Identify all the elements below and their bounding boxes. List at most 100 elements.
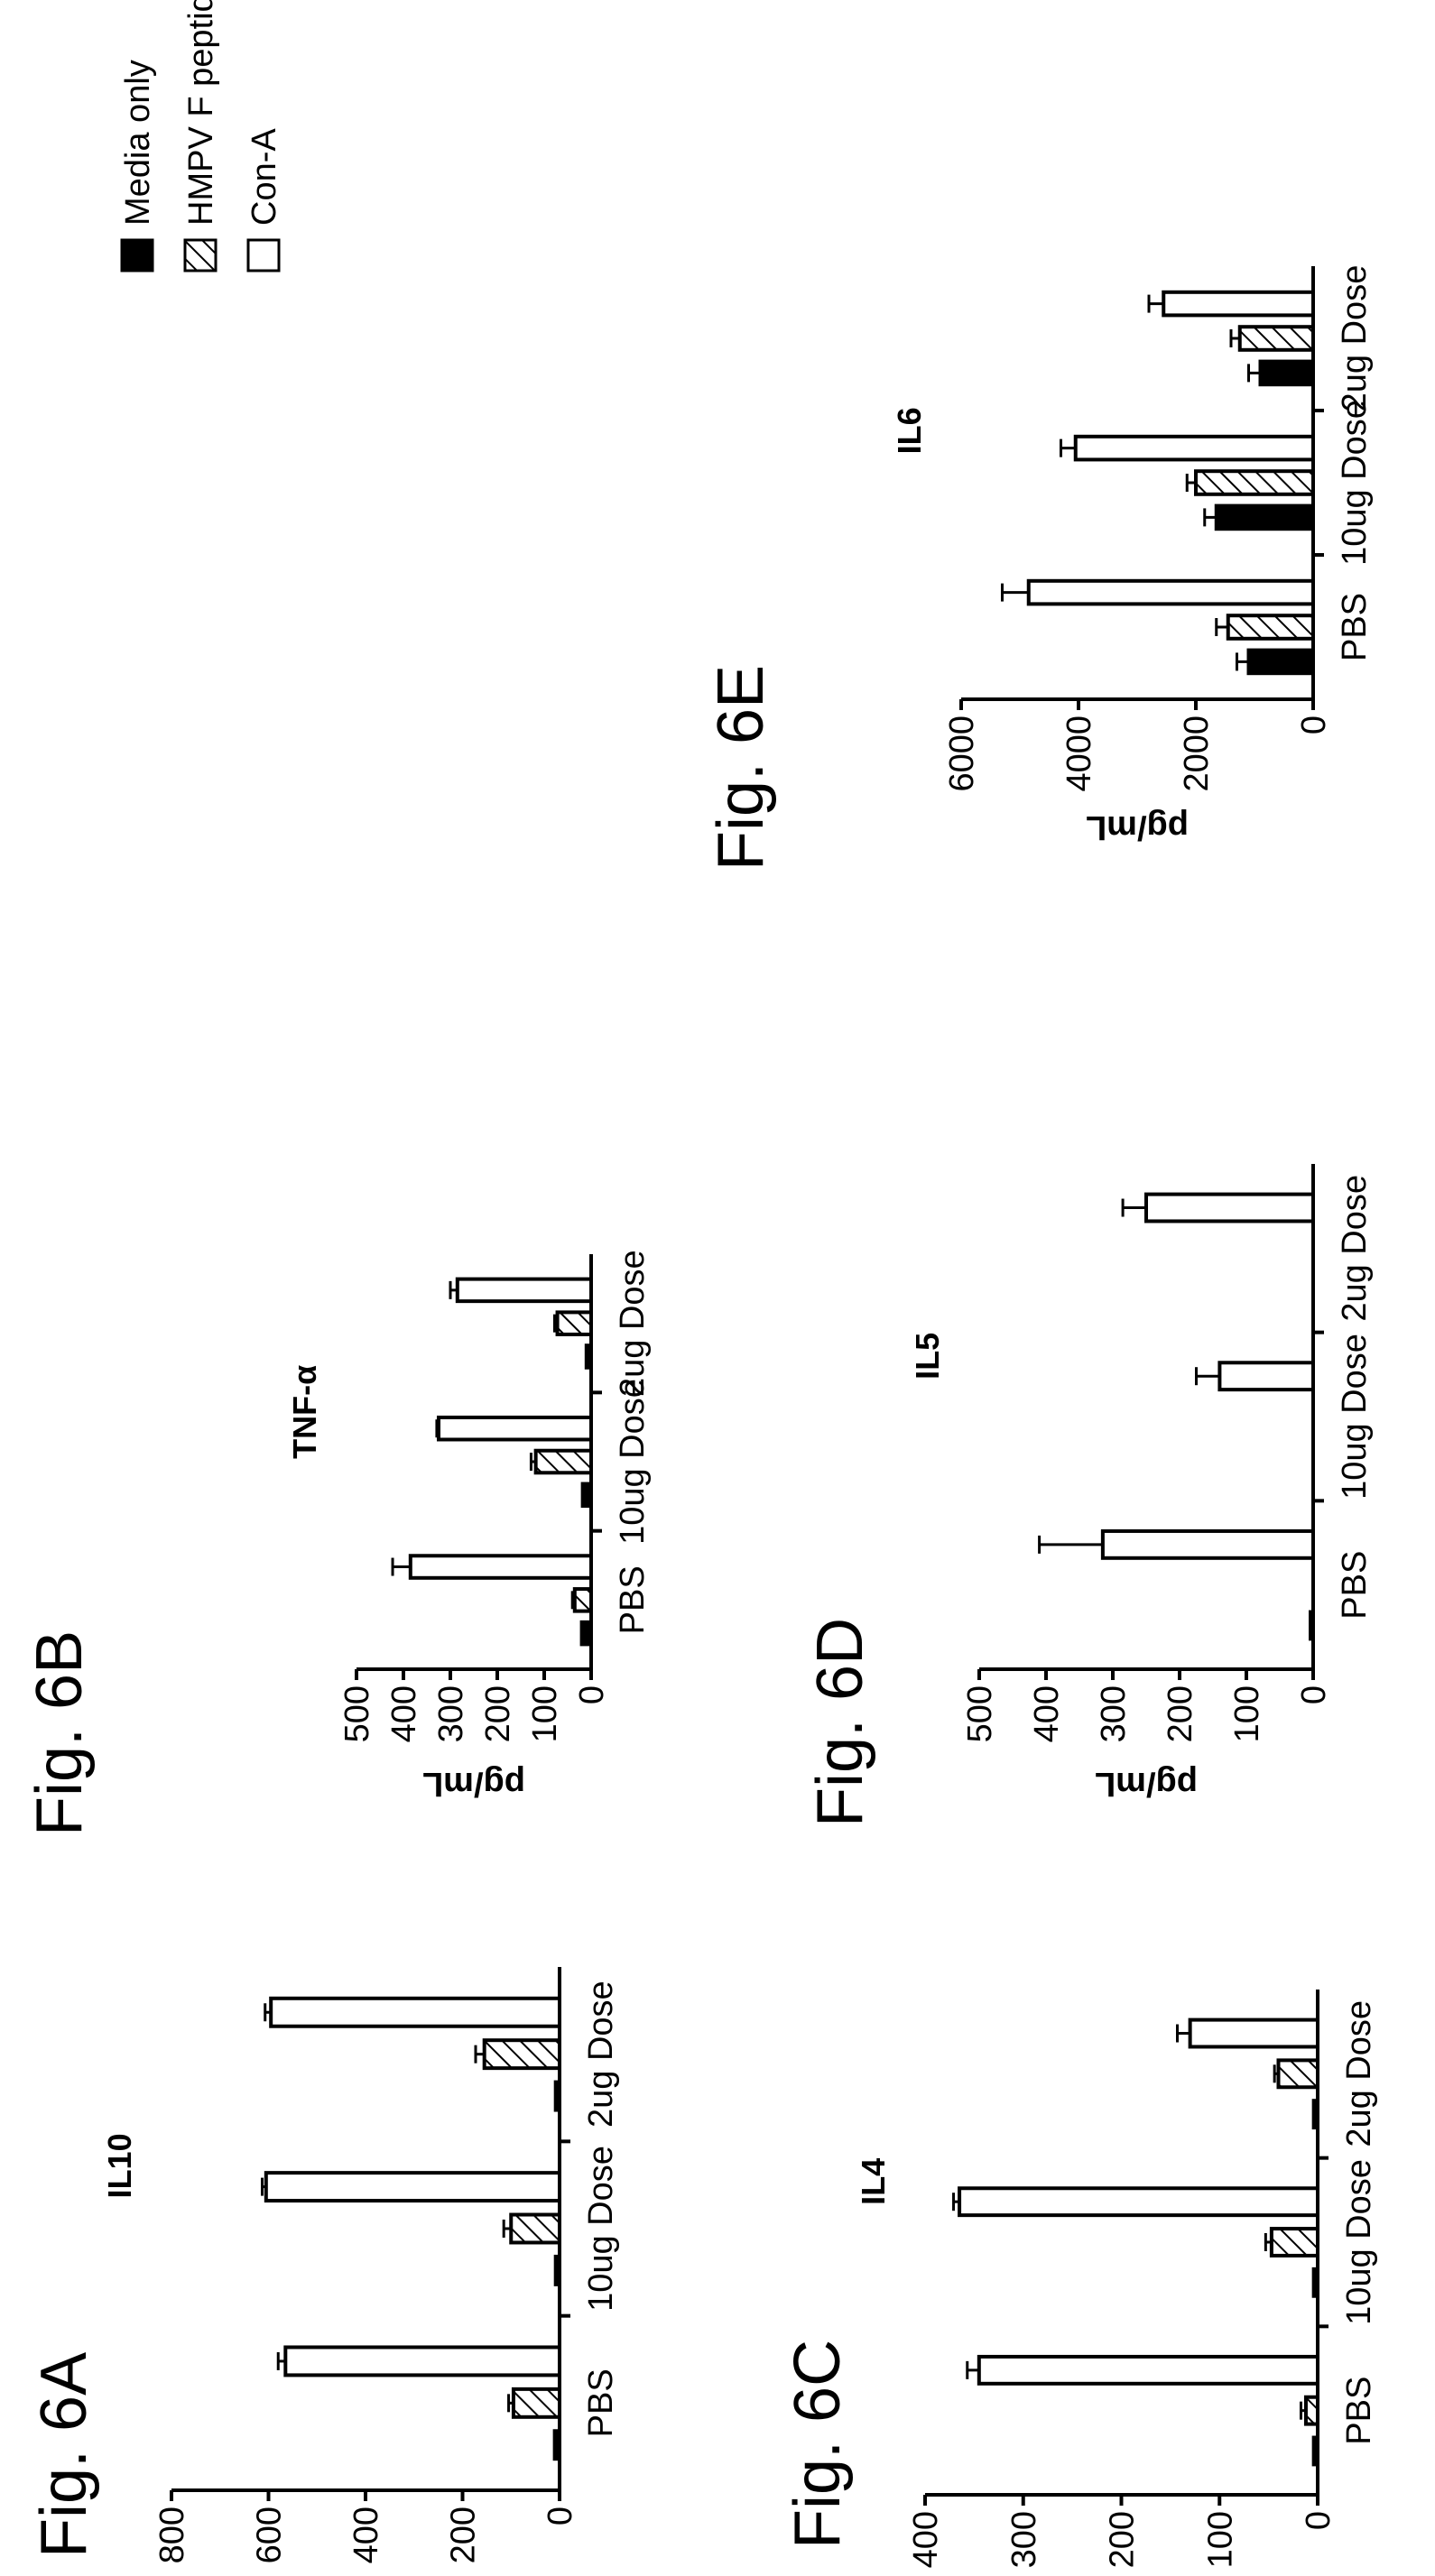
bar-hmpv-f-peptide-pool-1 (1269, 2227, 1319, 2257)
y-axis-label: pg/mL (1095, 1765, 1198, 1803)
bar-hmpv-f-peptide-pool-0 (572, 1587, 593, 1613)
x-category-label: PBS (1340, 2377, 1378, 2445)
bar-con-a-2 (1144, 1192, 1315, 1223)
x-category-label: PBS (1336, 1551, 1374, 1620)
bar-hmpv-f-peptide-pool-2 (555, 1310, 593, 1336)
bar-con-a-0 (977, 2354, 1319, 2386)
x-category-label: 2ug Dose (582, 1980, 620, 2128)
bar-hmpv-f-peptide-pool-2 (1237, 325, 1315, 352)
bar-con-a-0 (408, 1554, 593, 1580)
chart-title: TNF-α (286, 1365, 323, 1459)
bar-con-a-1 (1073, 434, 1315, 462)
y-axis-label: pg/mL (1086, 808, 1189, 846)
x-category-label: 10ug Dose (1340, 2159, 1378, 2325)
legend-swatch-con-a (246, 238, 281, 272)
y-tick-label: 200 (445, 2507, 483, 2563)
bar-media-only-2 (1258, 359, 1315, 387)
y-tick-label: 600 (251, 2507, 289, 2563)
y-tick-label: 100 (1228, 1685, 1266, 1742)
bar-con-a-1 (437, 1415, 593, 1442)
chart-6E: Fig. 6E 0 2000 4000 6000 pg/mL PBS 10ug Dose2ug… (705, 265, 1374, 871)
bar-con-a-1 (264, 2171, 561, 2203)
bar-con-a-2 (1162, 290, 1315, 318)
bar-hmpv-f-peptide-pool-1 (509, 2212, 561, 2245)
bar-con-a-0 (1100, 1528, 1316, 1560)
y-tick-label: 6000 (943, 716, 981, 792)
y-tick-label: 0 (1295, 716, 1333, 734)
x-category-label: 10ug Dose (1336, 1334, 1374, 1500)
y-tick-label: 200 (479, 1685, 517, 1742)
chart-title: IL5 (909, 1333, 946, 1380)
bar-hmpv-f-peptide-pool-1 (533, 1448, 594, 1475)
figure-label: Fig. 6C (782, 2340, 854, 2549)
y-tick-label: 300 (1095, 1685, 1133, 1742)
y-tick-label: 500 (338, 1685, 376, 1742)
bar-con-a-2 (1188, 2017, 1319, 2049)
x-category-label: 2ug Dose (1336, 265, 1374, 412)
bar-hmpv-f-peptide-pool-0 (511, 2387, 561, 2419)
x-category-label: 2ug Dose (1340, 2000, 1378, 2147)
bar-con-a-0 (283, 2345, 561, 2377)
x-category-label: 10ug Dose (582, 2146, 620, 2312)
y-tick-label: 500 (961, 1685, 999, 1742)
y-tick-label: 300 (1005, 2511, 1043, 2568)
bar-media-only-1 (553, 2254, 562, 2286)
y-tick-label: 400 (347, 2507, 385, 2563)
y-tick-label: 2000 (1178, 716, 1216, 792)
bar-media-only-1 (1214, 503, 1315, 531)
y-tick-label: 300 (432, 1685, 470, 1742)
legend-label-con-a: Con-A (245, 128, 283, 226)
legend-label-hmpv-f-peptide-pool: HMPV F peptide pool (182, 0, 220, 226)
bar-hmpv-f-peptide-pool-2 (1276, 2058, 1319, 2090)
bar-media-only-2 (1311, 2099, 1320, 2130)
legend-label-media-only: Media only (119, 60, 157, 226)
x-category-label: 2ug Dose (1336, 1175, 1374, 1322)
y-axis-label: pg/mL (422, 1765, 525, 1803)
x-category-label: 10ug Dose (614, 1379, 652, 1545)
y-tick-label: 0 (1300, 2511, 1338, 2530)
y-tick-label: 400 (907, 2511, 945, 2568)
bar-hmpv-f-peptide-pool-0 (1226, 614, 1315, 641)
y-tick-label: 100 (1201, 2511, 1239, 2568)
bar-con-a-2 (455, 1277, 593, 1304)
x-category-label: PBS (614, 1565, 652, 1634)
y-tick-label: 0 (542, 2507, 579, 2525)
y-tick-label: 800 (153, 2507, 191, 2563)
y-tick-label: 400 (1028, 1685, 1066, 1742)
bar-con-a-0 (1026, 578, 1315, 606)
bar-media-only-1 (1311, 2267, 1320, 2298)
y-tick-label: 200 (1162, 1685, 1199, 1742)
x-category-label: 2ug Dose (614, 1250, 652, 1397)
y-tick-label: 4000 (1060, 716, 1098, 792)
legend-swatch-hmpv-f-peptide-pool (183, 238, 218, 272)
bar-media-only-0 (1309, 1610, 1316, 1641)
y-tick-label: 200 (1104, 2511, 1142, 2568)
legend-swatch-media-only (120, 238, 154, 272)
y-tick-label: 0 (573, 1685, 611, 1704)
bar-con-a-1 (958, 2186, 1319, 2218)
y-tick-label: 400 (385, 1685, 423, 1742)
bar-media-only-2 (584, 1343, 593, 1370)
legend: Media only HMPV F peptide pool Con-A (119, 0, 283, 272)
bar-media-only-0 (579, 1620, 593, 1647)
x-category-label: PBS (1336, 593, 1374, 661)
chart-title: IL4 (855, 2158, 892, 2205)
y-tick-label: 100 (526, 1685, 564, 1742)
bar-media-only-0 (552, 2429, 561, 2461)
x-category-label: 10ug Dose (1336, 400, 1374, 566)
chart-6D: Fig. 6D 0 100 200 300 400 500 pg/mL PBS 10ug Dose… (804, 1164, 1374, 1827)
bar-media-only-0 (1246, 648, 1315, 676)
figure-label: Fig. 6B (23, 1630, 96, 1836)
figure-label: Fig. 6E (705, 665, 777, 871)
bar-con-a-2 (269, 1996, 561, 2028)
bar-media-only-0 (1311, 2435, 1320, 2467)
chart-title: IL6 (891, 407, 928, 454)
chart-title: IL10 (101, 2133, 138, 2198)
figure-label: Fig. 6D (804, 1618, 876, 1827)
